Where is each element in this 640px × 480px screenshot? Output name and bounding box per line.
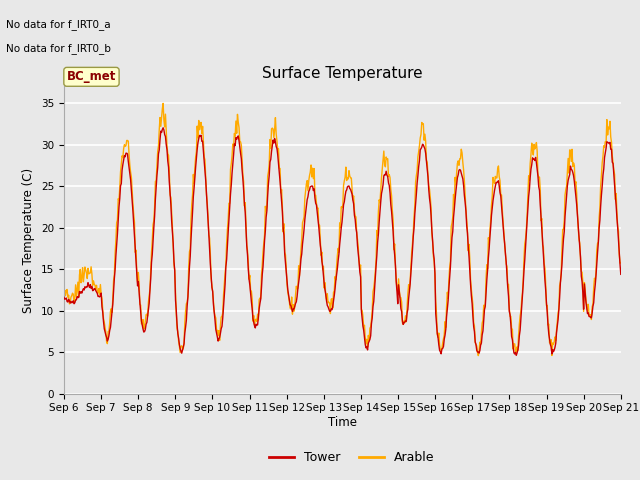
X-axis label: Time: Time — [328, 416, 357, 429]
Tower — [159, 125, 167, 131]
Arable — [60, 297, 68, 303]
Line: Tower: Tower — [64, 128, 621, 355]
Arable — [474, 353, 482, 359]
Legend: Tower, Arable: Tower, Arable — [264, 446, 440, 469]
Text: No data for f_IRT0_a: No data for f_IRT0_a — [6, 19, 111, 30]
Tower — [127, 187, 135, 193]
Tower — [617, 272, 625, 277]
Arable — [159, 100, 167, 106]
Arable — [214, 333, 222, 338]
Tower — [214, 338, 222, 344]
Arable — [70, 300, 78, 305]
Line: Arable: Arable — [64, 103, 621, 356]
Arable — [411, 203, 419, 208]
Arable — [185, 264, 193, 270]
Arable — [127, 174, 135, 180]
Y-axis label: Surface Temperature (C): Surface Temperature (C) — [22, 168, 35, 312]
Tower — [60, 294, 68, 300]
Text: BC_met: BC_met — [67, 71, 116, 84]
Tower — [428, 213, 435, 218]
Title: Surface Temperature: Surface Temperature — [262, 66, 422, 81]
Arable — [617, 260, 625, 266]
Tower — [185, 278, 193, 284]
Arable — [428, 205, 435, 211]
Tower — [513, 352, 520, 358]
Tower — [411, 211, 419, 217]
Text: No data for f_IRT0_b: No data for f_IRT0_b — [6, 43, 111, 54]
Tower — [70, 301, 78, 307]
